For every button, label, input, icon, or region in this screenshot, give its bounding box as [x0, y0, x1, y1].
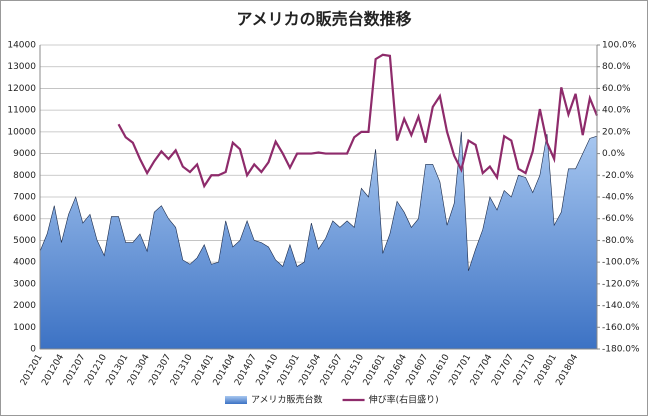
y-tick-label: 1000 — [13, 323, 36, 333]
y-tick-label: 4000 — [13, 258, 36, 268]
y2-tick-label: 80.0% — [602, 62, 631, 72]
y2-tick-label: -60.0% — [602, 214, 634, 224]
y-tick-label: 9000 — [13, 149, 36, 159]
y2-tick-label: -20.0% — [602, 171, 634, 181]
y2-tick-label: 40.0% — [602, 106, 631, 116]
line — [117, 53, 599, 189]
y2-tick-label: -160.0% — [602, 323, 640, 333]
y-tick-label: 0 — [30, 345, 36, 355]
y-tick-label: 6000 — [13, 214, 36, 224]
y-tick-label: 14000 — [7, 41, 36, 51]
y-tick-label: 5000 — [13, 236, 36, 246]
legend-swatch — [225, 396, 247, 404]
y-tick-label: 3000 — [13, 279, 36, 289]
y-tick-label: 12000 — [7, 84, 36, 94]
y-tick-label: 13000 — [7, 62, 36, 72]
legend-label: アメリカ販売台数 — [251, 394, 323, 406]
area — [39, 131, 598, 350]
legend-label: 伸び率(右目盛り) — [369, 394, 439, 406]
y-tick-label: 8000 — [13, 171, 36, 181]
y2-tick-label: -140.0% — [602, 301, 640, 311]
y2-tick-label: 0.0% — [602, 149, 625, 159]
y2-tick-label: 100.0% — [602, 41, 637, 51]
y2-tick-label: -40.0% — [602, 193, 634, 203]
y-tick-label: 10000 — [7, 127, 36, 137]
y2-tick-label: -120.0% — [602, 279, 640, 289]
y2-tick-label: -80.0% — [602, 236, 634, 246]
y-tick-label: 7000 — [13, 193, 36, 203]
y2-tick-label: -100.0% — [602, 258, 640, 268]
y-tick-label: 11000 — [7, 106, 36, 116]
y2-tick-label: 60.0% — [602, 84, 631, 94]
y-tick-label: 2000 — [13, 301, 36, 311]
chart-title: アメリカの販売台数推移 — [236, 10, 411, 29]
y2-tick-label: 20.0% — [602, 127, 631, 137]
y2-tick-label: -180.0% — [602, 345, 640, 355]
